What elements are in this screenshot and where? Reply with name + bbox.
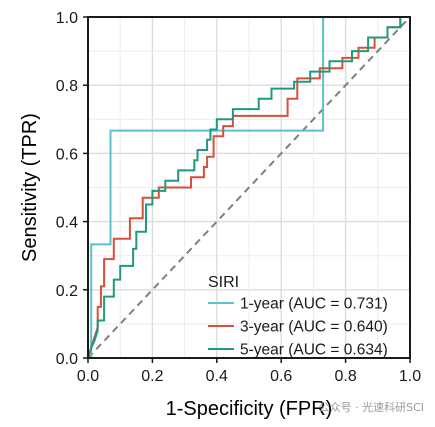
x-tick-label: 0.8 — [334, 368, 356, 385]
legend: SIRI 1-year (AUC = 0.731) 3-year (AUC = 0… — [208, 274, 388, 359]
x-axis-title: 1-Specificity (FPR) — [166, 398, 333, 420]
legend-label-series-1: 1-year (AUC = 0.731) — [240, 296, 388, 313]
y-tick-label: 1.0 — [56, 10, 78, 27]
legend-label-series-3: 5-year (AUC = 0.634) — [240, 342, 388, 359]
roc-curve-series-2 — [87, 16, 410, 359]
roc-curve-series-3 — [87, 16, 410, 359]
y-tick-label: 0.4 — [56, 215, 78, 232]
y-tick-label: 0.8 — [56, 78, 78, 95]
x-tick-label: 0.6 — [270, 368, 292, 385]
roc-curve-series-1 — [88, 16, 410, 359]
y-axis-ticks: 0.0 0.2 0.4 0.6 0.8 1.0 — [56, 10, 88, 368]
y-tick-label: 0.2 — [56, 283, 78, 300]
legend-title: SIRI — [208, 274, 239, 291]
x-tick-label: 0.4 — [206, 368, 228, 385]
reference-diagonal-line — [87, 16, 411, 359]
legend-items: 1-year (AUC = 0.731) 3-year (AUC = 0.640)… — [208, 296, 388, 359]
x-tick-label: 0.0 — [77, 368, 99, 385]
watermark-text: 公众号 · 光速科研SCI — [319, 400, 424, 414]
x-tick-label: 1.0 — [399, 368, 421, 385]
y-tick-label: 0.0 — [56, 351, 78, 368]
series-lines — [87, 16, 410, 359]
legend-label-series-2: 3-year (AUC = 0.640) — [240, 319, 388, 336]
x-tick-label: 0.2 — [141, 368, 163, 385]
plot-frame — [87, 16, 411, 359]
x-axis-ticks: 0.0 0.2 0.4 0.6 0.8 1.0 — [77, 358, 421, 385]
y-tick-label: 0.6 — [56, 146, 78, 163]
y-axis-title: Sensitivity (TPR) — [19, 113, 41, 262]
